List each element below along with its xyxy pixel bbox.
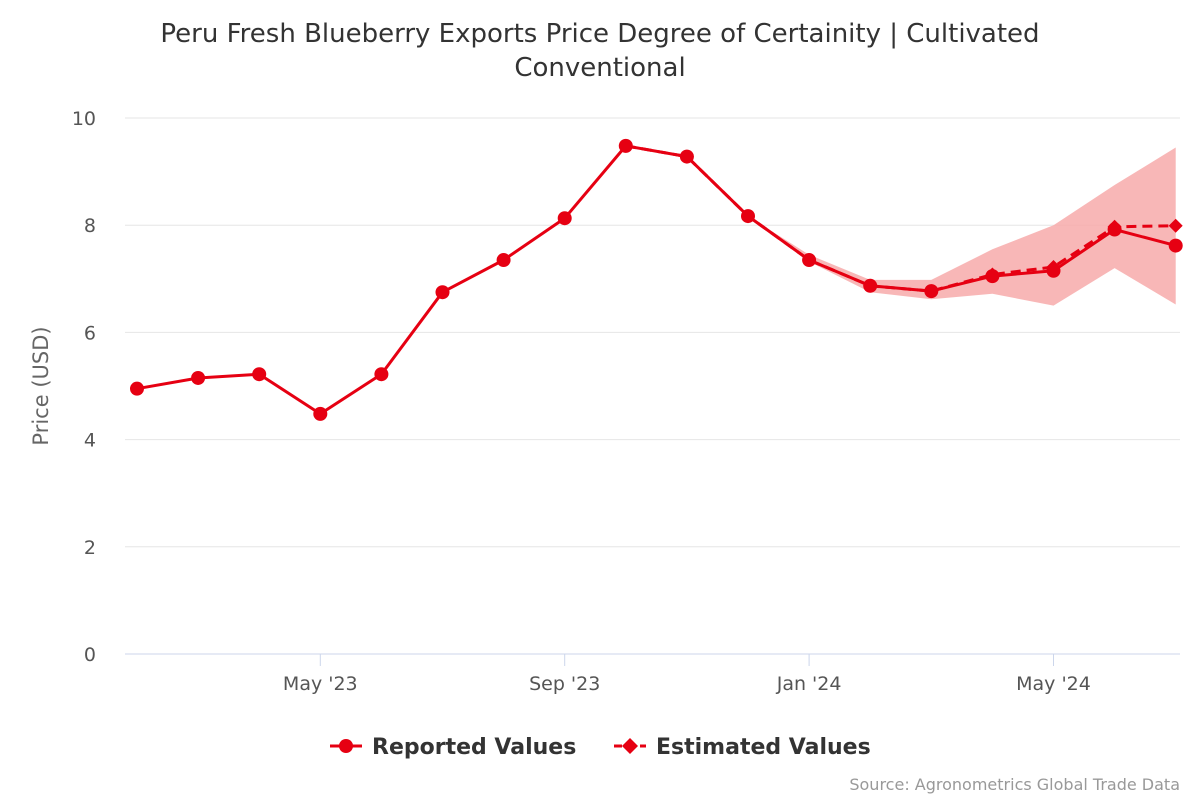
estimate-range-band [748,147,1176,306]
legend-item-estimated[interactable]: Estimated Values [614,735,871,760]
grid-lines [125,117,1180,655]
legend-estimated-label: Estimated Values [656,735,871,760]
reported-point-2023-09[interactable] [557,211,572,226]
x-tick-label-1: Sep '23 [529,673,600,695]
y-axis-ticks: 0 2 4 6 8 10 [72,108,96,666]
x-tick-label-2: Jan '24 [776,673,842,695]
reported-point-2023-07[interactable] [435,285,450,300]
reported-point-2024-02[interactable] [863,278,878,293]
source-credit[interactable]: Source: Agronometrics Global Trade Data [849,775,1180,794]
legend-estimated-marker [622,738,638,754]
series-layer [130,138,1183,421]
chart-title-line-1: Peru Fresh Blueberry Exports Price Degre… [160,19,1039,49]
reported-point-2023-08[interactable] [496,253,511,268]
reported-point-2023-11[interactable] [679,149,694,164]
chart-title-line-2: Conventional [514,53,685,83]
reported-point-2024-04[interactable] [985,269,1000,284]
y-tick-label-4: 4 [84,430,96,452]
reported-point-2023-04[interactable] [252,367,267,382]
reported-point-2024-07[interactable] [1168,238,1183,253]
series-reported-line [136,144,1177,416]
x-tick-label-3: May '24 [1016,673,1091,695]
reported-point-2023-02[interactable] [130,381,144,396]
estimated-point-2024-07[interactable] [1168,218,1183,233]
y-tick-label-0: 0 [84,644,96,666]
legend-item-reported[interactable]: Reported Values [330,735,576,760]
reported-point-2023-06[interactable] [374,367,389,382]
reported-point-2023-03[interactable] [191,370,206,385]
reported-point-2024-01[interactable] [802,253,817,268]
x-tick-label-0: May '23 [283,673,358,695]
reported-point-2024-03[interactable] [924,284,939,299]
reported-point-2024-06[interactable] [1107,222,1122,237]
reported-point-2024-05[interactable] [1046,263,1061,278]
legend-reported-label: Reported Values [372,735,576,760]
legend-reported-marker [339,739,353,753]
reported-point-2023-05[interactable] [313,406,328,421]
y-tick-label-6: 6 [84,322,96,344]
y-tick-label-8: 8 [84,215,96,237]
y-tick-label-2: 2 [84,537,96,559]
y-axis-title: Price (USD) [29,326,53,445]
legend: Reported Values Estimated Values [330,735,871,760]
reported-point-2023-12[interactable] [741,209,755,224]
reported-point-2023-10[interactable] [618,138,633,153]
y-tick-label-10: 10 [72,108,96,130]
x-axis: May '23 Sep '23 Jan '24 May '24 [125,653,1180,695]
range-band-area [748,147,1176,306]
